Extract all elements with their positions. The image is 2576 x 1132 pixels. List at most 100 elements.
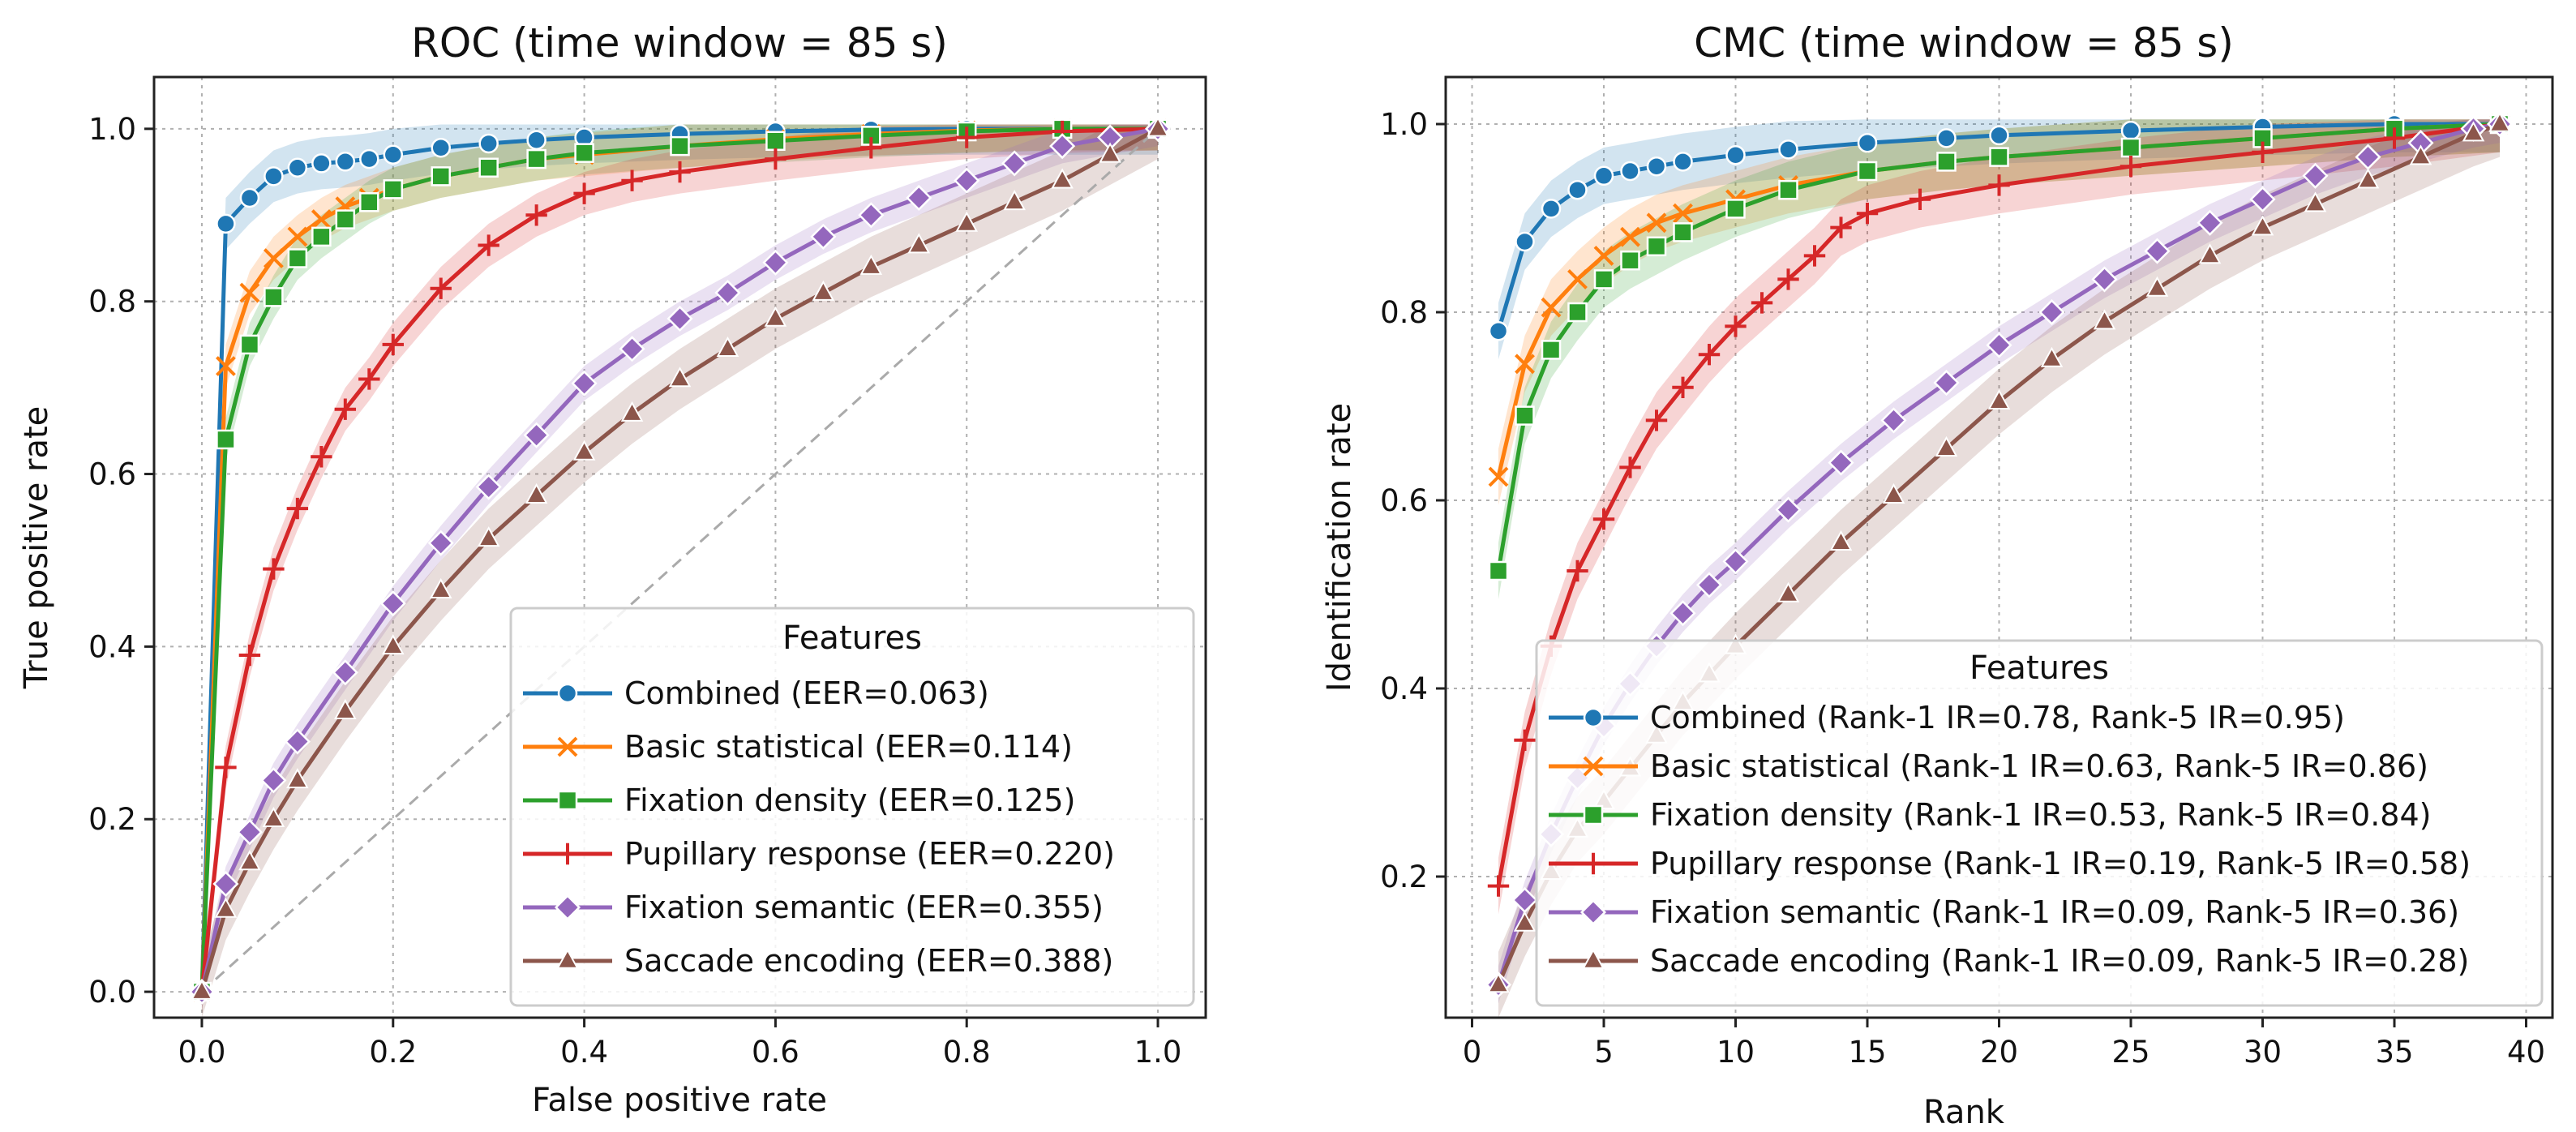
- cmc-legend-fixation-density-marker: [1583, 804, 1604, 825]
- roc-fixation-semantic-point: [332, 659, 358, 686]
- roc-pupillary-response-point: [956, 126, 978, 148]
- cmc-combined-point: [1646, 156, 1667, 177]
- roc-pupillary-response-point: [238, 644, 261, 667]
- roc-fixation-density-point: [526, 148, 546, 169]
- roc-combined-point: [526, 130, 546, 150]
- roc-legend-basic-statistical-label: Basic statistical (EER=0.114): [624, 729, 1073, 765]
- cmc-saccade-encoding-point: [2145, 276, 2169, 297]
- cmc-x-tick-label: 25: [2111, 1035, 2150, 1070]
- cmc-x-tick-label: 30: [2244, 1035, 2282, 1070]
- roc-pupillary-response-point: [573, 182, 595, 204]
- roc-legend-pupillary-response-label: Pupillary response (EER=0.220): [624, 836, 1115, 872]
- roc-saccade-encoding-point: [1099, 142, 1121, 163]
- roc-saccade-encoding-point: [334, 698, 357, 720]
- roc-saccade-encoding-point: [668, 367, 692, 388]
- roc-combined-point: [478, 133, 499, 154]
- cmc-fixation-density-point: [1778, 179, 1798, 200]
- cmc-y-tick-label: 0.4: [1380, 671, 1428, 706]
- roc-combined-point: [383, 144, 404, 165]
- roc-combined-point: [216, 213, 236, 234]
- cmc-saccade-encoding-point: [2040, 346, 2064, 367]
- cmc-saccade-encoding-point: [1882, 482, 1905, 504]
- cmc-fixation-semantic-point: [2038, 298, 2065, 326]
- cmc-legend-saccade-encoding-marker: [1582, 948, 1605, 969]
- cmc-combined-point: [1541, 199, 1562, 219]
- roc-legend-fixation-semantic-label: Fixation semantic (EER=0.355): [624, 890, 1104, 925]
- roc-saccade-encoding-point: [907, 233, 931, 254]
- roc-basic-statistical-point: [311, 209, 332, 230]
- cmc-saccade-encoding-point: [1777, 581, 1800, 602]
- cmc-combined-point: [1989, 125, 2009, 146]
- roc-pupillary-response-point: [382, 333, 404, 356]
- roc-fixation-density-point: [311, 226, 332, 247]
- roc-legend-basic-statistical-marker: [557, 736, 578, 757]
- roc-fixation-density-point: [359, 192, 379, 212]
- cmc-saccade-encoding-point: [2356, 168, 2380, 189]
- roc-pupillary-response-point: [478, 234, 499, 256]
- roc-combined-point: [264, 166, 284, 187]
- roc-y-tick-label: 1.0: [88, 112, 136, 147]
- roc-pupillary-response-point: [311, 446, 332, 468]
- roc-saccade-encoding-point: [1003, 190, 1026, 211]
- roc-combined-point: [311, 153, 332, 174]
- cmc-pupillary-response-point: [1988, 174, 2010, 196]
- cmc-fixation-density-point: [1567, 302, 1588, 323]
- cmc-combined-point: [1673, 152, 1693, 172]
- cmc-x-tick-label: 20: [1980, 1035, 2018, 1070]
- cmc-combined-point: [1857, 132, 1878, 153]
- cmc-fixation-density-point: [1646, 236, 1667, 257]
- roc-saccade-encoding-point: [191, 979, 213, 1000]
- roc-pupillary-response-point: [860, 137, 882, 159]
- cmc-saccade-encoding-point: [2462, 121, 2485, 142]
- cmc-fixation-density-point: [1488, 560, 1509, 581]
- roc-legend-fixation-density-label: Fixation density (EER=0.125): [624, 783, 1075, 818]
- cmc-pupillary-response-point: [1777, 268, 1799, 290]
- roc-x-tick-label: 0.8: [943, 1035, 991, 1070]
- cmc-legend-fixation-semantic-marker: [1579, 898, 1607, 926]
- roc-x-tick-label: 0.6: [752, 1035, 799, 1070]
- roc-saccade-encoding-point: [381, 634, 405, 655]
- roc-fixation-semantic-point: [1001, 150, 1028, 177]
- cmc-pupillary-response-point: [1592, 508, 1615, 530]
- cmc-pupillary-response-point: [1803, 245, 1826, 267]
- cmc-pupillary-response-confidence-band: [1498, 119, 2500, 915]
- cmc-legend-basic-statistical-label: Basic statistical (Rank-1 IR=0.63, Rank-…: [1650, 748, 2428, 784]
- cmc-saccade-encoding-point: [1935, 435, 1958, 457]
- cmc-combined-point: [1778, 139, 1798, 160]
- roc-basic-statistical-point: [263, 248, 284, 268]
- roc-combined-point: [359, 148, 379, 169]
- roc-basic-statistical-point: [216, 356, 236, 376]
- cmc-fixation-semantic-point: [2302, 162, 2329, 189]
- cmc-fixation-density-point: [1936, 152, 1957, 172]
- roc-x-tick-label: 0.0: [178, 1035, 226, 1070]
- cmc-pupillary-response-point: [1856, 203, 1879, 225]
- cmc-fixation-semantic-point: [2249, 186, 2276, 212]
- roc-legend-saccade-encoding-marker: [556, 948, 579, 969]
- roc-fixation-semantic-point: [954, 167, 980, 194]
- roc-saccade-encoding-point: [286, 768, 309, 789]
- cmc-fixation-density-point: [1857, 161, 1878, 182]
- cmc-basic-statistical-point: [1673, 203, 1693, 224]
- cmc-fixation-density-point: [1620, 250, 1640, 271]
- cmc-x-tick-label: 0: [1463, 1035, 1482, 1070]
- cmc-fixation-semantic-point: [1880, 407, 1907, 434]
- cmc-fixation-density-point: [1989, 147, 2009, 167]
- cmc-fixation-density-point: [1725, 199, 1746, 219]
- cmc-x-tick-label: 40: [2507, 1035, 2545, 1070]
- roc-fixation-density-point: [574, 143, 594, 163]
- roc-saccade-encoding-point: [764, 306, 787, 327]
- roc-fixation-semantic-point: [762, 249, 789, 276]
- cmc-basic-statistical-point: [1515, 354, 1535, 375]
- cmc-saccade-encoding-point: [1487, 972, 1510, 993]
- cmc-legend-fixation-density-label: Fixation density (Rank-1 IR=0.53, Rank-5…: [1650, 797, 2431, 833]
- roc-fixation-semantic-point: [523, 422, 550, 448]
- cmc-fixation-semantic-point: [2197, 209, 2223, 236]
- cmc-basic-statistical-point: [1646, 212, 1667, 234]
- roc-saccade-encoding-point: [716, 336, 739, 358]
- cmc-fixation-semantic-point: [1933, 369, 1960, 397]
- roc-fixation-density-point: [335, 209, 356, 229]
- roc-saccade-encoding-point: [238, 850, 261, 871]
- roc-fixation-density-point: [287, 248, 308, 268]
- cmc-combined-point: [1567, 179, 1588, 200]
